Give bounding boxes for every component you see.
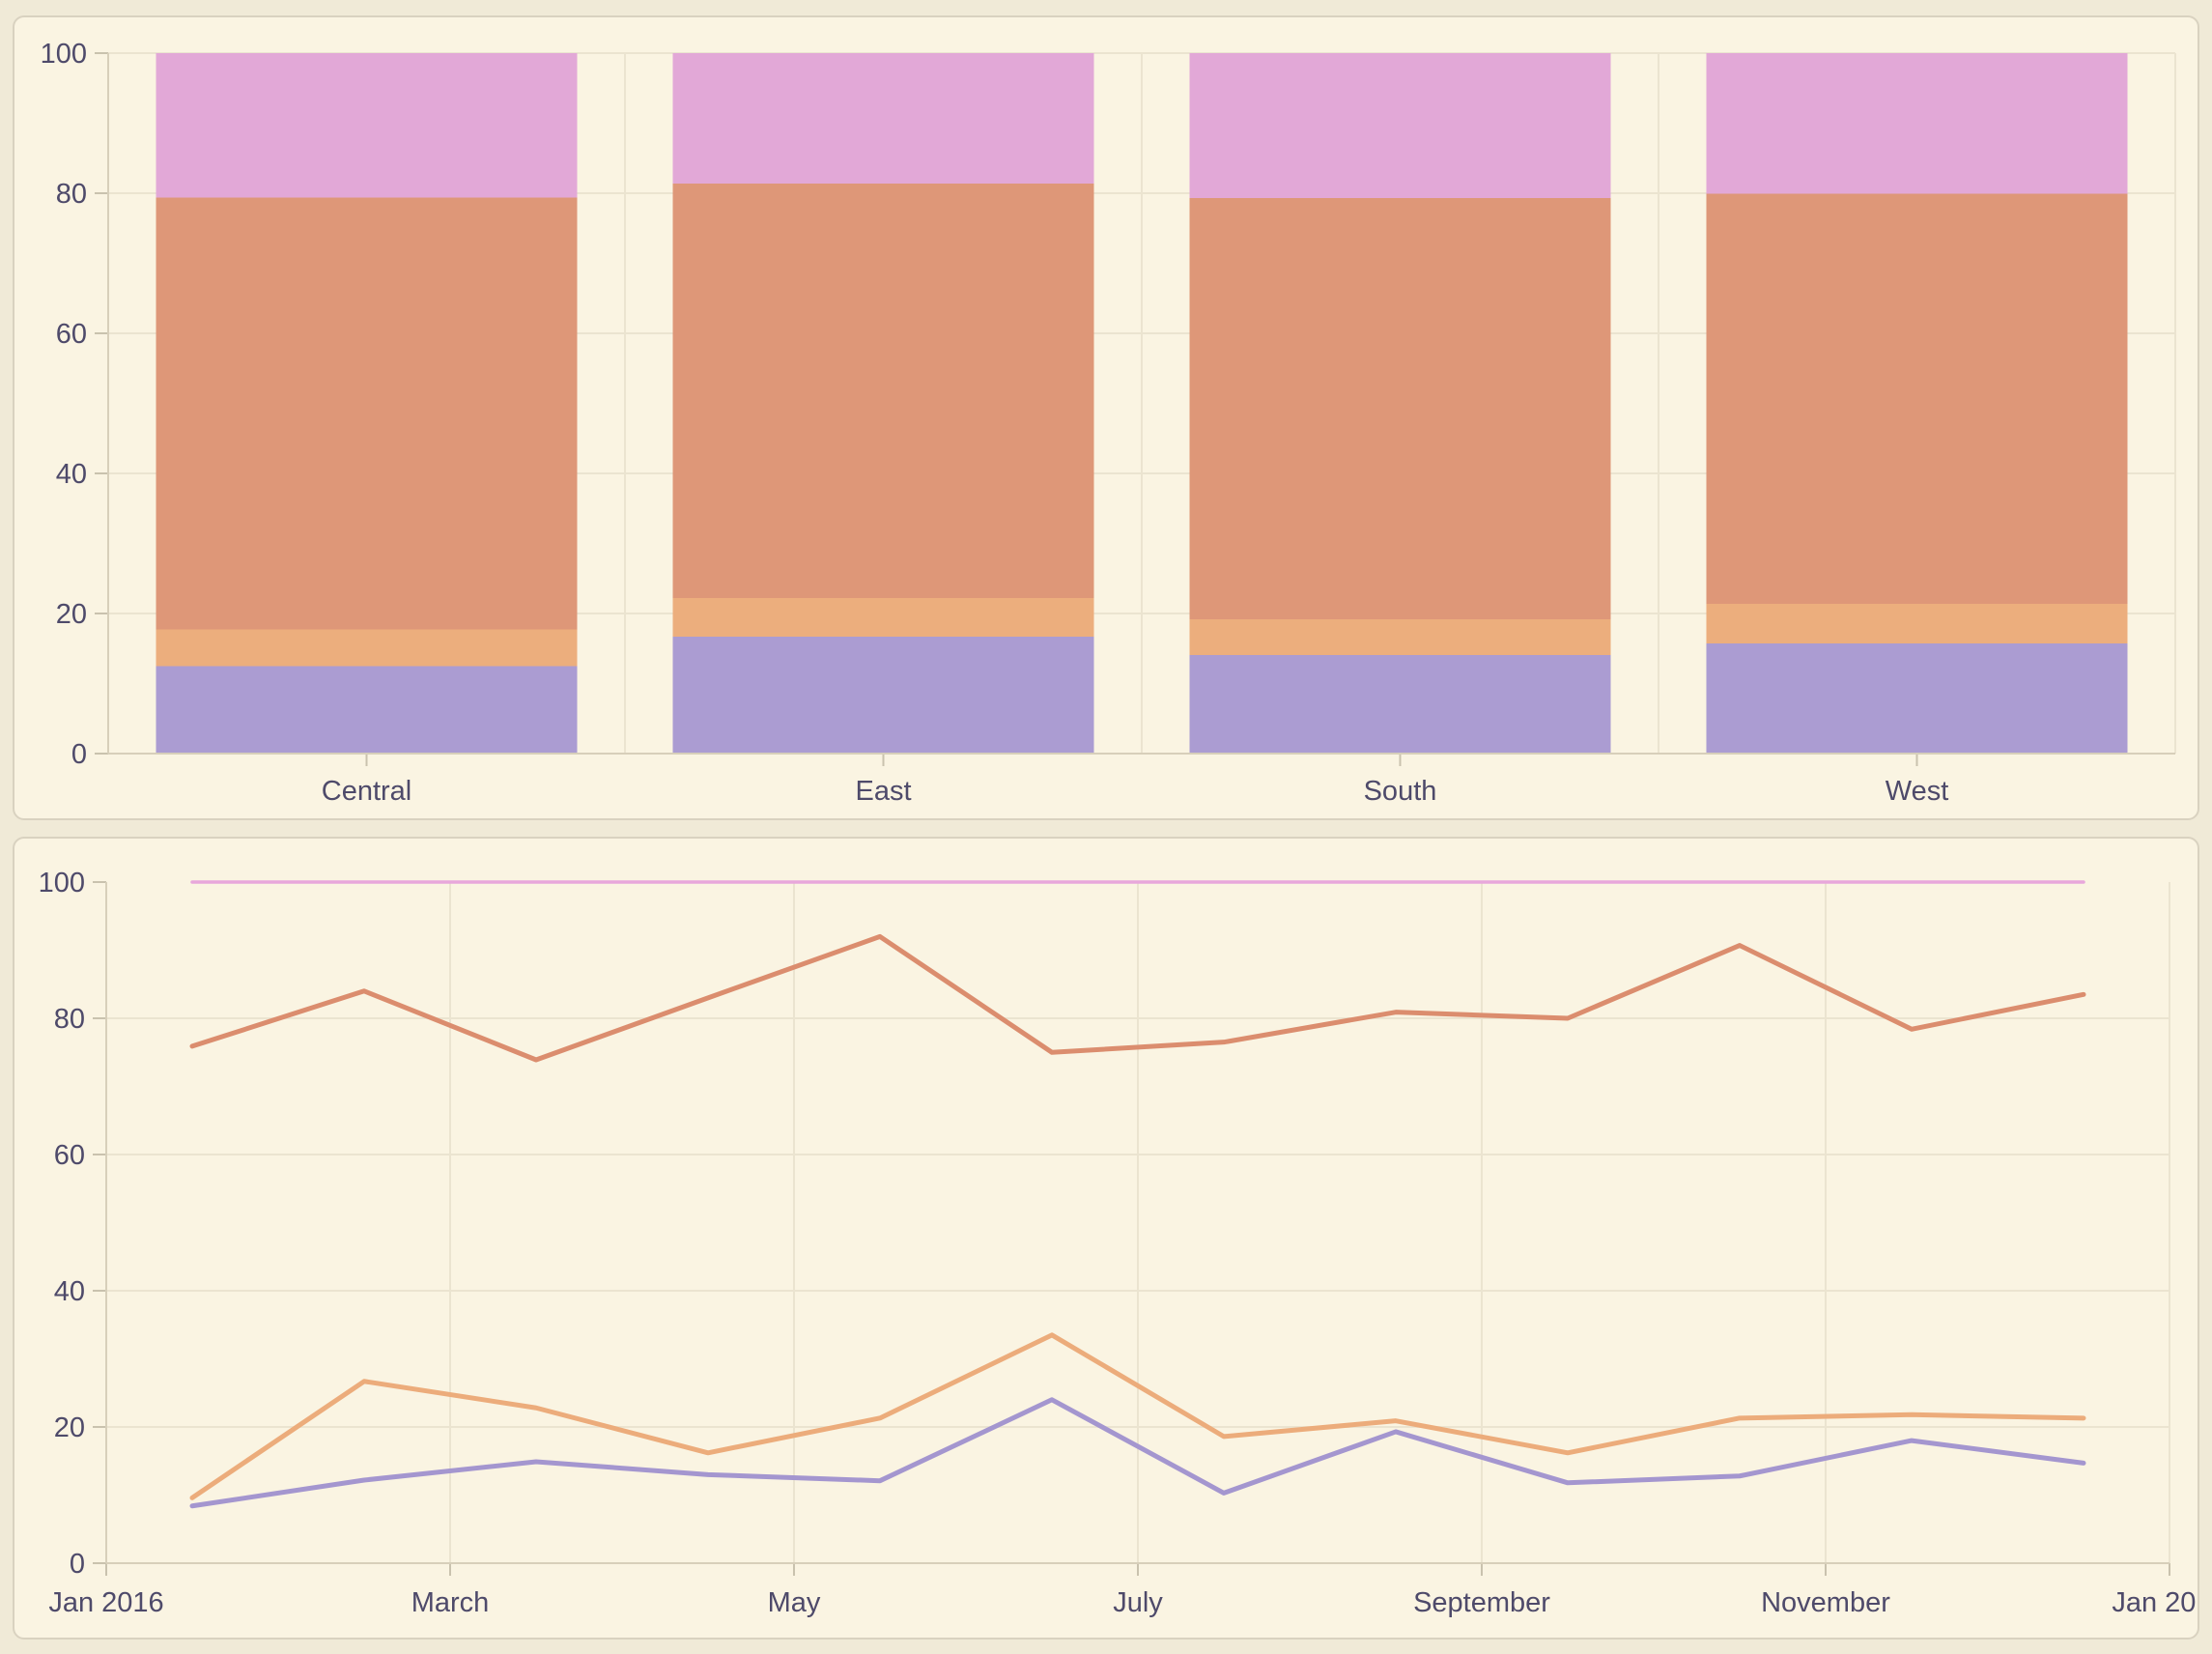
line-chart: 0 20 40 60 80 100 Jan 2016 March May July Septembe…	[39, 868, 2199, 1618]
x-tick-label-south: South	[1364, 776, 1437, 807]
bar-segment-south-peach[interactable]	[1189, 618, 1611, 655]
bar-segment-central-salmon[interactable]	[156, 197, 578, 630]
x-tick-label-jan-2016: Jan 2016	[48, 1587, 163, 1618]
y-tick-label: 80	[56, 179, 87, 210]
y-tick-label: 40	[56, 459, 87, 490]
bar-segment-west-purple[interactable]	[1706, 643, 2128, 754]
line-series-peach[interactable]	[189, 1332, 2086, 1500]
x-tick-label-central: Central	[322, 776, 412, 807]
y-tick-label: 0	[70, 1549, 85, 1580]
y-tick-label: 80	[54, 1004, 85, 1035]
x-tick-label-march: March	[411, 1587, 490, 1618]
y-tick-label: 20	[56, 599, 87, 630]
x-tick-label-july: July	[1113, 1587, 1163, 1618]
line-series-salmon[interactable]	[189, 933, 2086, 1063]
bar-segment-south-pink[interactable]	[1189, 53, 1611, 199]
bar-segment-east-peach[interactable]	[672, 598, 1094, 637]
x-tick-label-east: East	[855, 776, 911, 807]
y-tick-label: 60	[54, 1140, 85, 1171]
bar-segment-west-pink[interactable]	[1706, 53, 2128, 194]
y-tick-label: 0	[71, 739, 87, 770]
line-chart-panel: 0 20 40 60 80 100 Jan 2016 March May July Septembe…	[13, 837, 2199, 1640]
bar-segment-east-pink[interactable]	[672, 53, 1094, 184]
stacked-bar-panel: Central East South West 0 20 40 60 80 100	[13, 15, 2199, 820]
bar-segment-south-salmon[interactable]	[1189, 198, 1611, 619]
x-tick-label-jan-2017: Jan 2017	[2112, 1587, 2199, 1618]
bar-segment-west-salmon[interactable]	[1706, 193, 2128, 604]
bar-segment-central-peach[interactable]	[156, 629, 578, 667]
y-tick-label: 100	[41, 39, 87, 70]
bar-segment-west-peach[interactable]	[1706, 603, 2128, 644]
x-tick-label-september: September	[1413, 1587, 1550, 1618]
x-tick-label-west: West	[1886, 776, 1949, 807]
y-tick-label: 20	[54, 1412, 85, 1443]
y-tick-label: 60	[56, 319, 87, 350]
bar-segment-east-salmon[interactable]	[672, 183, 1094, 599]
line-series-purple[interactable]	[189, 1397, 2086, 1509]
bar-segment-east-purple[interactable]	[672, 636, 1094, 754]
x-tick-label-november: November	[1761, 1587, 1890, 1618]
stacked-bar-chart: Central East South West 0 20 40 60 80 100	[41, 39, 2176, 807]
x-tick-label-may: May	[768, 1587, 821, 1618]
bar-segment-south-purple[interactable]	[1189, 654, 1611, 754]
bar-segment-central-purple[interactable]	[156, 666, 578, 754]
y-tick-label: 40	[54, 1276, 85, 1307]
y-tick-label: 100	[39, 868, 85, 898]
bar-segment-central-pink[interactable]	[156, 53, 578, 198]
